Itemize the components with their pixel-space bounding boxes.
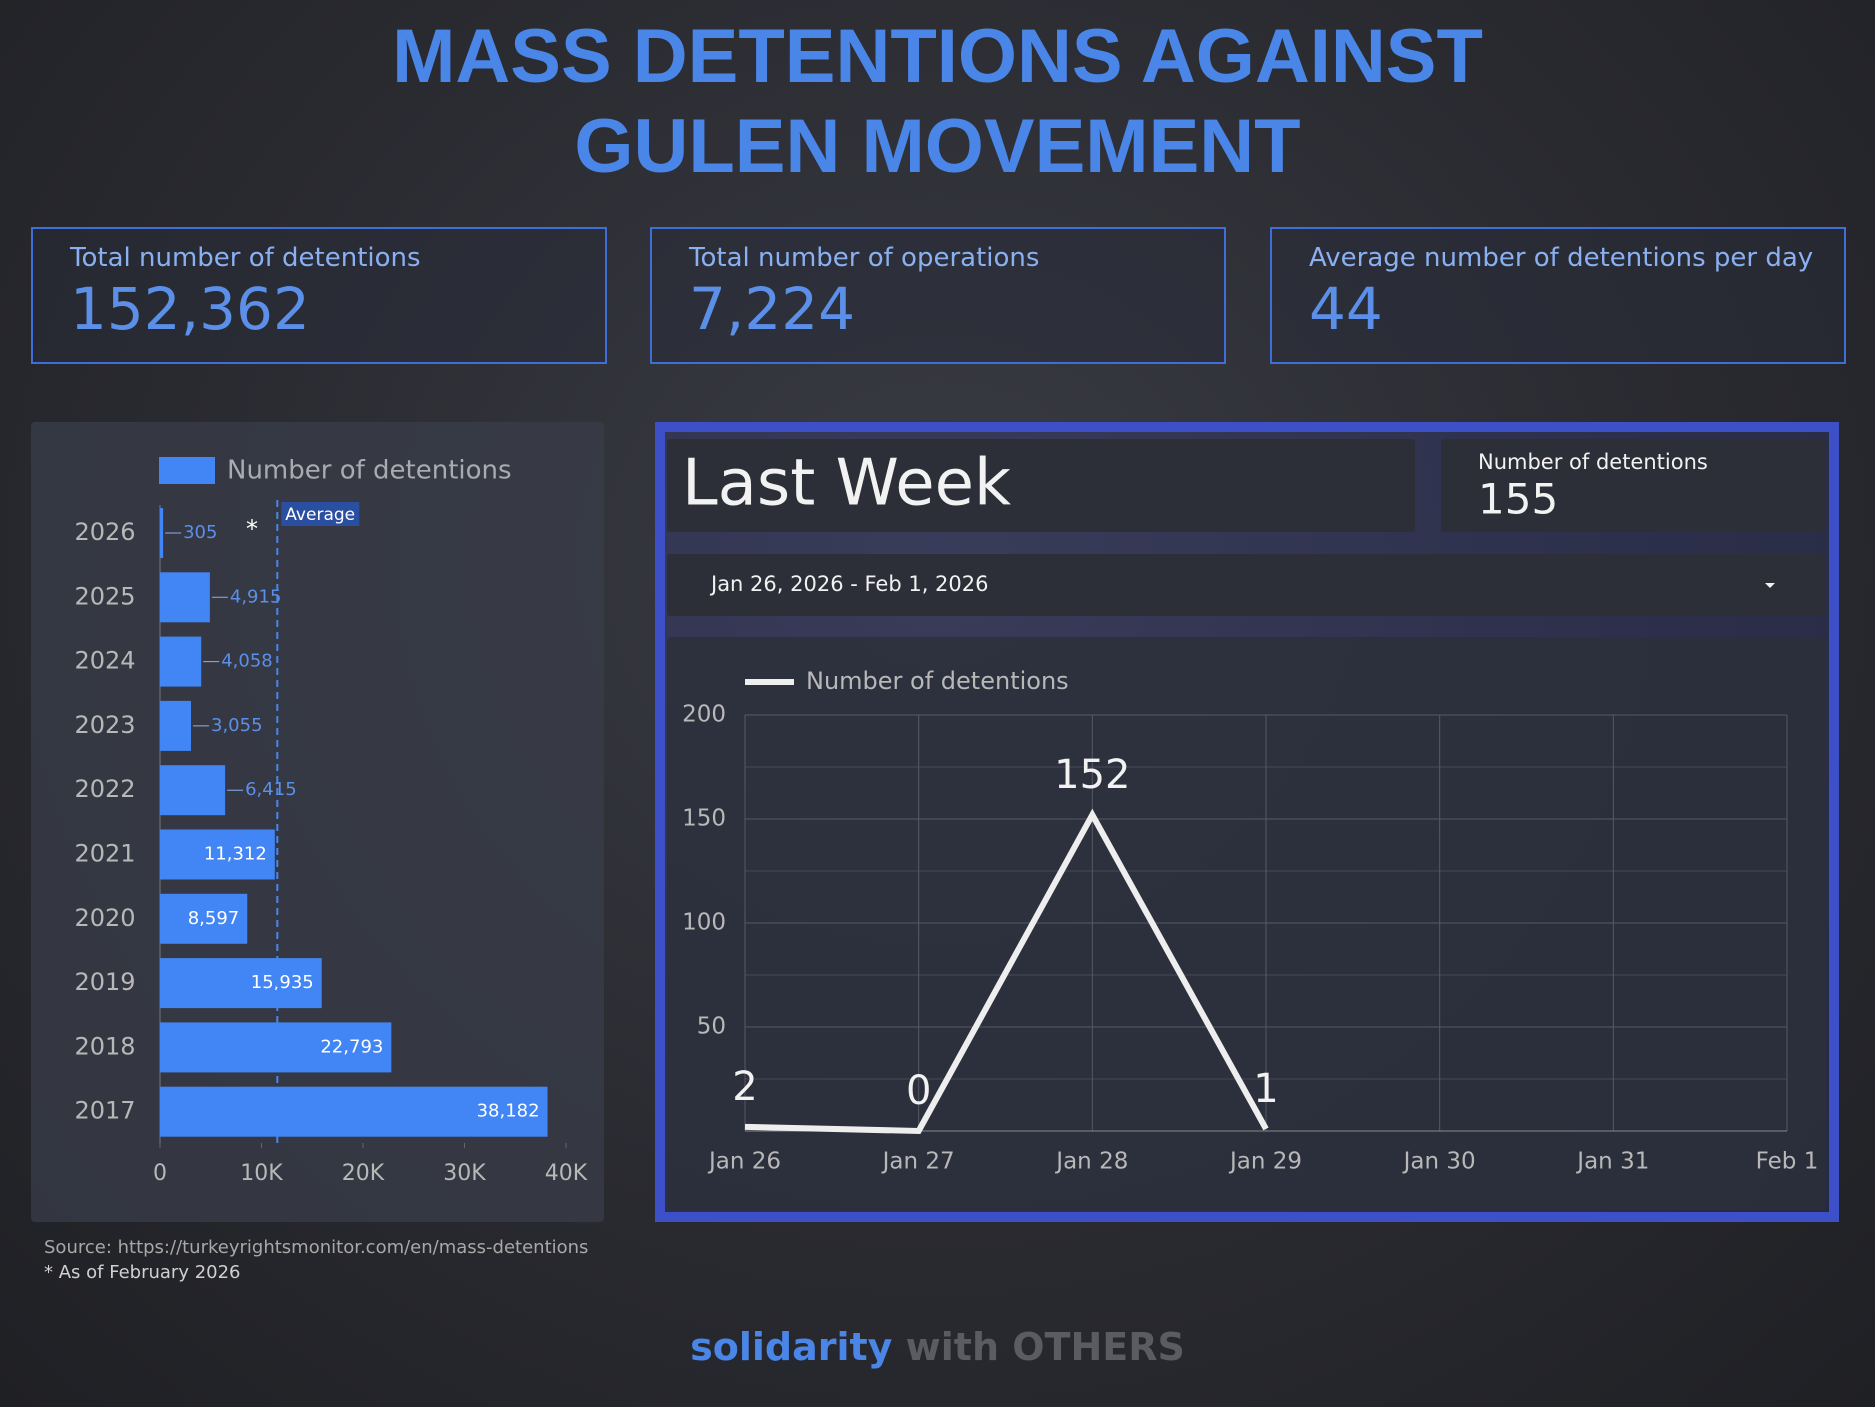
kpi-value: 152,362	[70, 275, 310, 343]
bar	[160, 765, 226, 816]
data-label: 2	[732, 1064, 757, 1110]
x-tick-label: Jan 28	[1054, 1149, 1128, 1175]
average-label: Average	[285, 505, 355, 525]
y-tick-label: 2021	[74, 840, 135, 868]
bar	[160, 572, 210, 623]
value-label: 8,597	[188, 908, 240, 929]
title-line: GULEN MOVEMENT	[574, 104, 1301, 189]
data-label: 1	[1253, 1066, 1278, 1112]
kpi-label: Total number of operations	[689, 243, 1040, 273]
data-label: 0	[906, 1068, 931, 1114]
y-tick-label: 200	[682, 702, 726, 728]
charts: Last Week Number of detentions 155 Jan 2…	[31, 422, 1839, 1222]
last-week-kpi-value: 155	[1478, 475, 1558, 524]
y-tick-label: 2022	[74, 775, 135, 803]
average-box	[281, 502, 360, 526]
x-tick-label: 30K	[443, 1161, 486, 1186]
kpi-card: Total number of detentions 152,362	[31, 227, 607, 364]
y-tick-label: 2026	[74, 518, 135, 546]
y-tick-label: 100	[682, 910, 726, 936]
value-label: 305	[183, 522, 217, 543]
kpi-label: Total number of detentions	[70, 243, 421, 273]
series-line	[744, 808, 1269, 1135]
kpi-value: 44	[1309, 275, 1383, 343]
x-tick-label: 10K	[240, 1161, 283, 1186]
last-week-title: Last Week	[682, 447, 1011, 521]
y-tick-label: 2024	[74, 647, 135, 675]
y-tick-label: 2020	[74, 904, 135, 932]
x-tick-label: 20K	[342, 1161, 385, 1186]
footer-brand: solidarity	[690, 1325, 893, 1369]
bar	[160, 893, 248, 944]
last-week-kpi-label: Number of detentions	[1478, 450, 1708, 474]
bar	[160, 1086, 548, 1137]
note: * As of February 2026	[44, 1262, 241, 1283]
data-label: 152	[1054, 752, 1130, 798]
value-label: 3,055	[211, 715, 263, 736]
annotation: *	[246, 515, 258, 543]
value-label: 38,182	[477, 1101, 540, 1122]
legend-label: Number of detentions	[227, 456, 512, 486]
footer-rest: with OTHERS	[905, 1325, 1185, 1369]
date-range: Jan 26, 2026 - Feb 1, 2026	[709, 572, 989, 596]
value-label: 22,793	[320, 1036, 383, 1057]
value-label: 15,935	[251, 972, 314, 993]
value-label: 4,915	[230, 586, 282, 607]
y-tick-label: 2023	[74, 711, 135, 739]
kpi-value: 7,224	[689, 275, 856, 343]
last-week-kpi	[1441, 439, 1826, 532]
x-tick-label: 40K	[545, 1161, 588, 1186]
x-tick-label: 0	[153, 1161, 167, 1186]
bar	[160, 1022, 392, 1073]
x-tick-label: Feb 1	[1756, 1149, 1819, 1175]
kpi-card: Total number of operations 7,224	[650, 227, 1226, 364]
x-tick-label: Jan 31	[1575, 1149, 1649, 1175]
title: MASS DETENTIONS AGAINST GULEN MOVEMENT	[0, 12, 1875, 192]
x-tick-label: Jan 30	[1402, 1149, 1476, 1175]
y-tick-label: 150	[682, 806, 726, 832]
legend-swatch	[159, 457, 215, 484]
y-tick-label: 2018	[74, 1032, 135, 1060]
x-tick-label: Jan 27	[881, 1149, 955, 1175]
kpi-card: Average number of detentions per day 44	[1270, 227, 1846, 364]
bar	[160, 700, 192, 751]
value-label: 6,415	[245, 779, 297, 800]
source: Source: https://turkeyrightsmonitor.com/…	[44, 1237, 589, 1258]
y-tick-label: 2019	[74, 968, 135, 996]
legend-label: Number of detentions	[806, 667, 1069, 695]
x-tick-label: Jan 26	[707, 1149, 781, 1175]
title-line: MASS DETENTIONS AGAINST	[392, 14, 1483, 99]
value-label: 11,312	[204, 844, 267, 865]
value-label: 4,058	[221, 651, 273, 672]
dropdown-arrow[interactable]	[1765, 583, 1775, 588]
bar	[160, 829, 275, 880]
y-tick-label: 2025	[74, 582, 135, 610]
y-tick-label: 2017	[74, 1097, 135, 1125]
footer: solidarity with OTHERS	[0, 1325, 1875, 1369]
bar	[160, 508, 164, 558]
bar	[160, 636, 202, 687]
kpi-label: Average number of detentions per day	[1309, 243, 1814, 273]
bar	[160, 958, 322, 1009]
y-tick-label: 50	[697, 1014, 726, 1040]
last-week-header	[667, 439, 1415, 532]
x-tick-label: Jan 29	[1228, 1149, 1302, 1175]
date-picker[interactable]	[667, 554, 1826, 616]
